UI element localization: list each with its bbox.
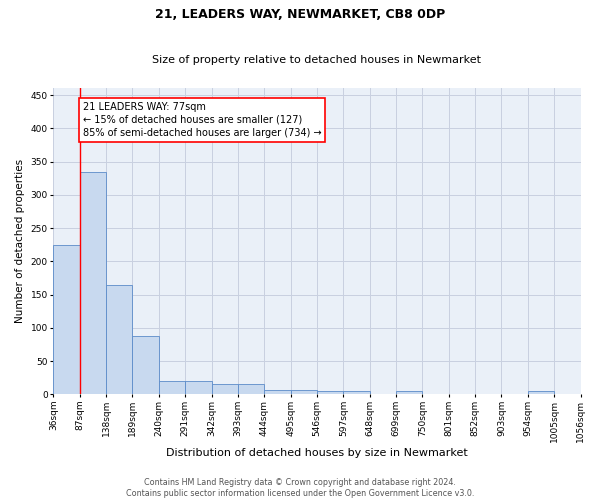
Bar	[528, 391, 554, 394]
Bar	[396, 391, 422, 394]
Bar	[53, 244, 80, 394]
Text: 21 LEADERS WAY: 77sqm
← 15% of detached houses are smaller (127)
85% of semi-det: 21 LEADERS WAY: 77sqm ← 15% of detached …	[83, 102, 322, 138]
Bar	[80, 172, 106, 394]
Text: Contains HM Land Registry data © Crown copyright and database right 2024.
Contai: Contains HM Land Registry data © Crown c…	[126, 478, 474, 498]
Bar	[159, 381, 185, 394]
Bar	[185, 381, 212, 394]
Bar	[133, 336, 159, 394]
Bar	[264, 390, 290, 394]
X-axis label: Distribution of detached houses by size in Newmarket: Distribution of detached houses by size …	[166, 448, 468, 458]
Bar	[238, 384, 264, 394]
Bar	[106, 284, 133, 395]
Bar	[212, 384, 238, 394]
Text: 21, LEADERS WAY, NEWMARKET, CB8 0DP: 21, LEADERS WAY, NEWMARKET, CB8 0DP	[155, 8, 445, 20]
Bar	[343, 391, 370, 394]
Bar	[290, 390, 317, 394]
Title: Size of property relative to detached houses in Newmarket: Size of property relative to detached ho…	[152, 56, 481, 66]
Y-axis label: Number of detached properties: Number of detached properties	[15, 160, 25, 324]
Bar	[317, 391, 343, 394]
